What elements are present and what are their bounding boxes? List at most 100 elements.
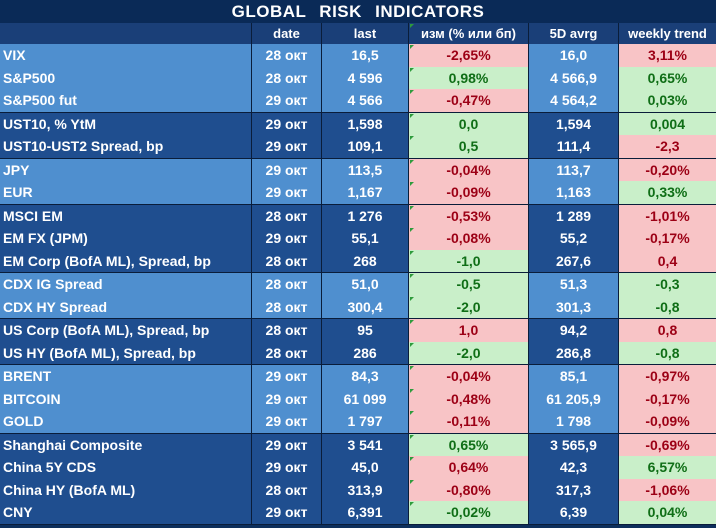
indicator-last: 45,0: [322, 456, 409, 479]
indicator-group: Shanghai Composite 29 окт 3 541 0,65% 3 565,…: [0, 433, 716, 525]
indicator-5d-avg: 3 565,9: [529, 433, 619, 456]
indicator-date: 28 окт: [252, 249, 322, 272]
indicator-last: 109,1: [322, 135, 409, 158]
indicator-date: 28 окт: [252, 319, 322, 342]
indicator-date: 29 окт: [252, 410, 322, 433]
table-row: US Corp (BofA ML), Spread, bp 28 окт 95 1,0…: [0, 319, 716, 342]
indicator-last: 61 099: [322, 387, 409, 410]
indicator-group: MSCI EM 28 окт 1 276 -0,53% 1 289 -1,01% EM FX…: [0, 204, 716, 273]
indicator-name: US Corp (BofA ML), Spread, bp: [0, 319, 252, 342]
indicator-weekly-trend: 0,004: [619, 112, 716, 135]
table-row: JPY 29 окт 113,5 -0,04% 113,7 -0,20%: [0, 158, 716, 181]
indicator-weekly-trend: 0,4: [619, 249, 716, 272]
indicator-5d-avg: 61 205,9: [529, 387, 619, 410]
indicator-name: MSCI EM: [0, 204, 252, 227]
indicator-5d-avg: 1 289: [529, 204, 619, 227]
indicator-5d-avg: 6,39: [529, 501, 619, 524]
indicator-date: 29 окт: [252, 227, 322, 250]
indicator-date: 29 окт: [252, 89, 322, 112]
indicator-weekly-trend: -0,8: [619, 295, 716, 318]
indicator-last: 300,4: [322, 295, 409, 318]
indicator-name: EM FX (JPM): [0, 227, 252, 250]
column-header-weekly-trend: weekly trend: [628, 26, 707, 41]
indicator-weekly-trend: 0,04%: [619, 501, 716, 524]
table-row: GOLD 29 окт 1 797 -0,11% 1 798 -0,09%: [0, 410, 716, 433]
indicator-group: VIX 28 окт 16,5 -2,65% 16,0 3,11% S&P500 28 окт…: [0, 44, 716, 113]
indicator-last: 1 797: [322, 410, 409, 433]
table-row: US HY (BofA ML), Spread, bp 28 окт 286 -2,0…: [0, 341, 716, 364]
indicator-last: 4 566: [322, 89, 409, 112]
table-row: BRENT 29 окт 84,3 -0,04% 85,1 -0,97%: [0, 365, 716, 388]
indicator-name: UST10-UST2 Spread, bp: [0, 135, 252, 158]
indicator-5d-avg: 301,3: [529, 295, 619, 318]
table-row: EM FX (JPM) 29 окт 55,1 -0,08% 55,2 -0,17%: [0, 227, 716, 250]
indicator-change: -0,48%: [409, 387, 529, 410]
indicator-name: China HY (BofA ML): [0, 478, 252, 501]
indicator-last: 55,1: [322, 227, 409, 250]
indicator-date: 28 окт: [252, 66, 322, 89]
indicator-5d-avg: 4 566,9: [529, 66, 619, 89]
indicator-5d-avg: 1,594: [529, 112, 619, 135]
indicator-last: 268: [322, 249, 409, 272]
indicator-change: -0,53%: [409, 204, 529, 227]
indicator-name: S&P500: [0, 66, 252, 89]
indicator-weekly-trend: -1,06%: [619, 478, 716, 501]
table-row: China 5Y CDS 29 окт 45,0 0,64% 42,3 6,57%: [0, 456, 716, 479]
column-header-5d-avg: 5D avrg: [529, 23, 619, 44]
indicator-date: 29 окт: [252, 387, 322, 410]
table-row: Shanghai Composite 29 окт 3 541 0,65% 3 565,…: [0, 433, 716, 456]
indicator-name: BRENT: [0, 365, 252, 388]
indicator-change: -1,0: [409, 249, 529, 272]
indicator-group: BRENT 29 окт 84,3 -0,04% 85,1 -0,97% BITCOIN 29…: [0, 365, 716, 434]
table-title: GLOBAL RISK INDICATORS: [0, 0, 716, 23]
indicator-weekly-trend: -0,8: [619, 341, 716, 364]
column-header-change: изм (% или бп): [409, 23, 529, 44]
indicator-last: 1,167: [322, 181, 409, 204]
table-row: UST10-UST2 Spread, bp 29 окт 109,1 0,5 111,4…: [0, 135, 716, 158]
indicator-weekly-trend: 3,11%: [619, 44, 716, 67]
indicator-group: UST10, % YtM 29 окт 1,598 0,0 1,594 0,004 UST1…: [0, 112, 716, 159]
indicator-change: -0,47%: [409, 89, 529, 112]
indicator-weekly-trend: -0,20%: [619, 158, 716, 181]
table-row: S&P500 fut 29 окт 4 566 -0,47% 4 564,2 0,03%: [0, 89, 716, 112]
indicator-5d-avg: 85,1: [529, 365, 619, 388]
indicator-5d-avg: 1 798: [529, 410, 619, 433]
indicator-weekly-trend: 0,33%: [619, 181, 716, 204]
indicator-5d-avg: 51,3: [529, 273, 619, 296]
indicator-weekly-trend: -0,69%: [619, 433, 716, 456]
indicator-change: -0,11%: [409, 410, 529, 433]
indicator-change: 0,65%: [409, 433, 529, 456]
indicator-last: 3 541: [322, 433, 409, 456]
indicator-weekly-trend: 0,8: [619, 319, 716, 342]
indicator-date: 28 окт: [252, 273, 322, 296]
indicator-group: US Corp (BofA ML), Spread, bp 28 окт 95 1,0…: [0, 319, 716, 365]
table-row: CDX IG Spread 28 окт 51,0 -0,5 51,3 -0,3: [0, 273, 716, 296]
table-row: VIX 28 окт 16,5 -2,65% 16,0 3,11%: [0, 44, 716, 67]
indicator-weekly-trend: -2,3: [619, 135, 716, 158]
indicator-last: 113,5: [322, 158, 409, 181]
column-header-last: last: [322, 23, 409, 44]
indicator-name: CDX IG Spread: [0, 273, 252, 296]
indicator-name: China 5Y CDS: [0, 456, 252, 479]
indicator-date: 28 окт: [252, 295, 322, 318]
indicator-change: -2,0: [409, 295, 529, 318]
indicator-change: 0,64%: [409, 456, 529, 479]
table-row: S&P500 28 окт 4 596 0,98% 4 566,9 0,65%: [0, 66, 716, 89]
indicator-date: 29 окт: [252, 112, 322, 135]
table-row: CDX HY Spread 28 окт 300,4 -2,0 301,3 -0,8: [0, 295, 716, 318]
indicator-name: S&P500 fut: [0, 89, 252, 112]
indicator-date: 28 окт: [252, 341, 322, 364]
indicator-name: US HY (BofA ML), Spread, bp: [0, 341, 252, 364]
indicator-weekly-trend: -0,3: [619, 273, 716, 296]
indicator-date: 29 окт: [252, 456, 322, 479]
indicator-last: 313,9: [322, 478, 409, 501]
indicator-weekly-trend: 0,65%: [619, 66, 716, 89]
indicator-5d-avg: 4 564,2: [529, 89, 619, 112]
indicator-last: 95: [322, 319, 409, 342]
indicator-name: BITCOIN: [0, 387, 252, 410]
indicator-group: CDX IG Spread 28 окт 51,0 -0,5 51,3 -0,3 CDX H…: [0, 273, 716, 319]
indicator-change: -0,04%: [409, 365, 529, 388]
indicator-last: 286: [322, 341, 409, 364]
table-row: UST10, % YtM 29 окт 1,598 0,0 1,594 0,004: [0, 112, 716, 135]
